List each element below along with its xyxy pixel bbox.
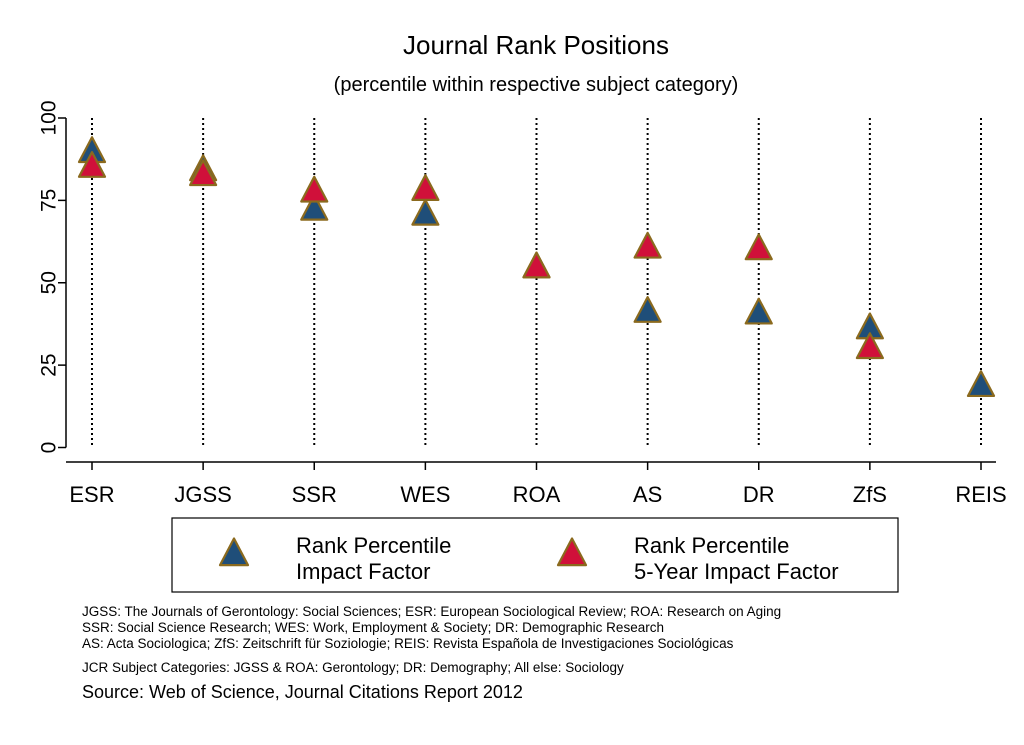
- y-axis: 0 25 50 75 100: [38, 100, 67, 453]
- chart: Journal Rank Positions (percentile withi…: [38, 30, 1007, 593]
- note-line: JGSS: The Journals of Gerontology: Socia…: [82, 604, 782, 619]
- legend-marker: [556, 537, 588, 567]
- marker-impact-factor: [966, 370, 996, 398]
- marker-impact-factor: [744, 297, 773, 325]
- category-grid-lines: [91, 118, 982, 448]
- x-tick-label: JGSS: [174, 482, 231, 507]
- legend-label: Rank Percentile: [296, 533, 451, 558]
- y-tick-label: 75: [38, 189, 61, 212]
- x-tick-label: ESR: [69, 482, 114, 507]
- y-tick-label: 0: [38, 442, 61, 454]
- x-tick-label: SSR: [292, 482, 337, 507]
- x-tick-label: ROA: [513, 482, 561, 507]
- marker-impact-factor: [411, 198, 440, 226]
- subject-categories-note: JCR Subject Categories: JGSS & ROA: Gero…: [82, 660, 624, 675]
- source-note: Source: Web of Science, Journal Citation…: [82, 682, 523, 702]
- x-tick-label: DR: [743, 482, 775, 507]
- marker-5yr-impact-factor: [411, 174, 440, 201]
- note-line: AS: Acta Sociologica; ZfS: Zeitschrift f…: [82, 636, 734, 651]
- marker-5yr-impact-factor: [77, 151, 107, 178]
- legend-label: Rank Percentile: [634, 533, 789, 558]
- legend-label: Impact Factor: [296, 559, 430, 584]
- marker-5yr-impact-factor: [522, 251, 551, 279]
- marker-5yr-impact-factor: [855, 332, 884, 360]
- x-tick-label: WES: [400, 482, 450, 507]
- chart-subtitle: (percentile within respective subject ca…: [334, 74, 739, 96]
- marker-5yr-impact-factor: [300, 175, 329, 203]
- marker-5yr-impact-factor: [189, 159, 218, 187]
- y-tick-label: 100: [38, 100, 61, 135]
- note-line: SSR: Social Science Research; WES: Work,…: [82, 620, 664, 635]
- x-tick-label: REIS: [955, 482, 1006, 507]
- x-axis: ESR JGSS SSR WES ROA AS DR ZfS REIS: [66, 461, 1007, 507]
- x-tick-label: AS: [633, 482, 662, 507]
- marker-5yr-impact-factor: [744, 233, 773, 261]
- marker-impact-factor: [633, 295, 662, 323]
- legend-label: 5-Year Impact Factor: [634, 559, 839, 584]
- marker-5yr-impact-factor: [633, 231, 662, 259]
- y-tick-label: 25: [38, 353, 61, 376]
- y-tick-label: 50: [38, 271, 61, 294]
- x-tick-label: ZfS: [853, 482, 887, 507]
- chart-title: Journal Rank Positions: [403, 30, 669, 60]
- legend-box: [171, 517, 899, 593]
- legend-marker: [218, 537, 250, 567]
- footnotes: JGSS: The Journals of Gerontology: Socia…: [82, 604, 982, 703]
- marker-impact-factor: [300, 193, 329, 221]
- data-markers: [77, 136, 996, 398]
